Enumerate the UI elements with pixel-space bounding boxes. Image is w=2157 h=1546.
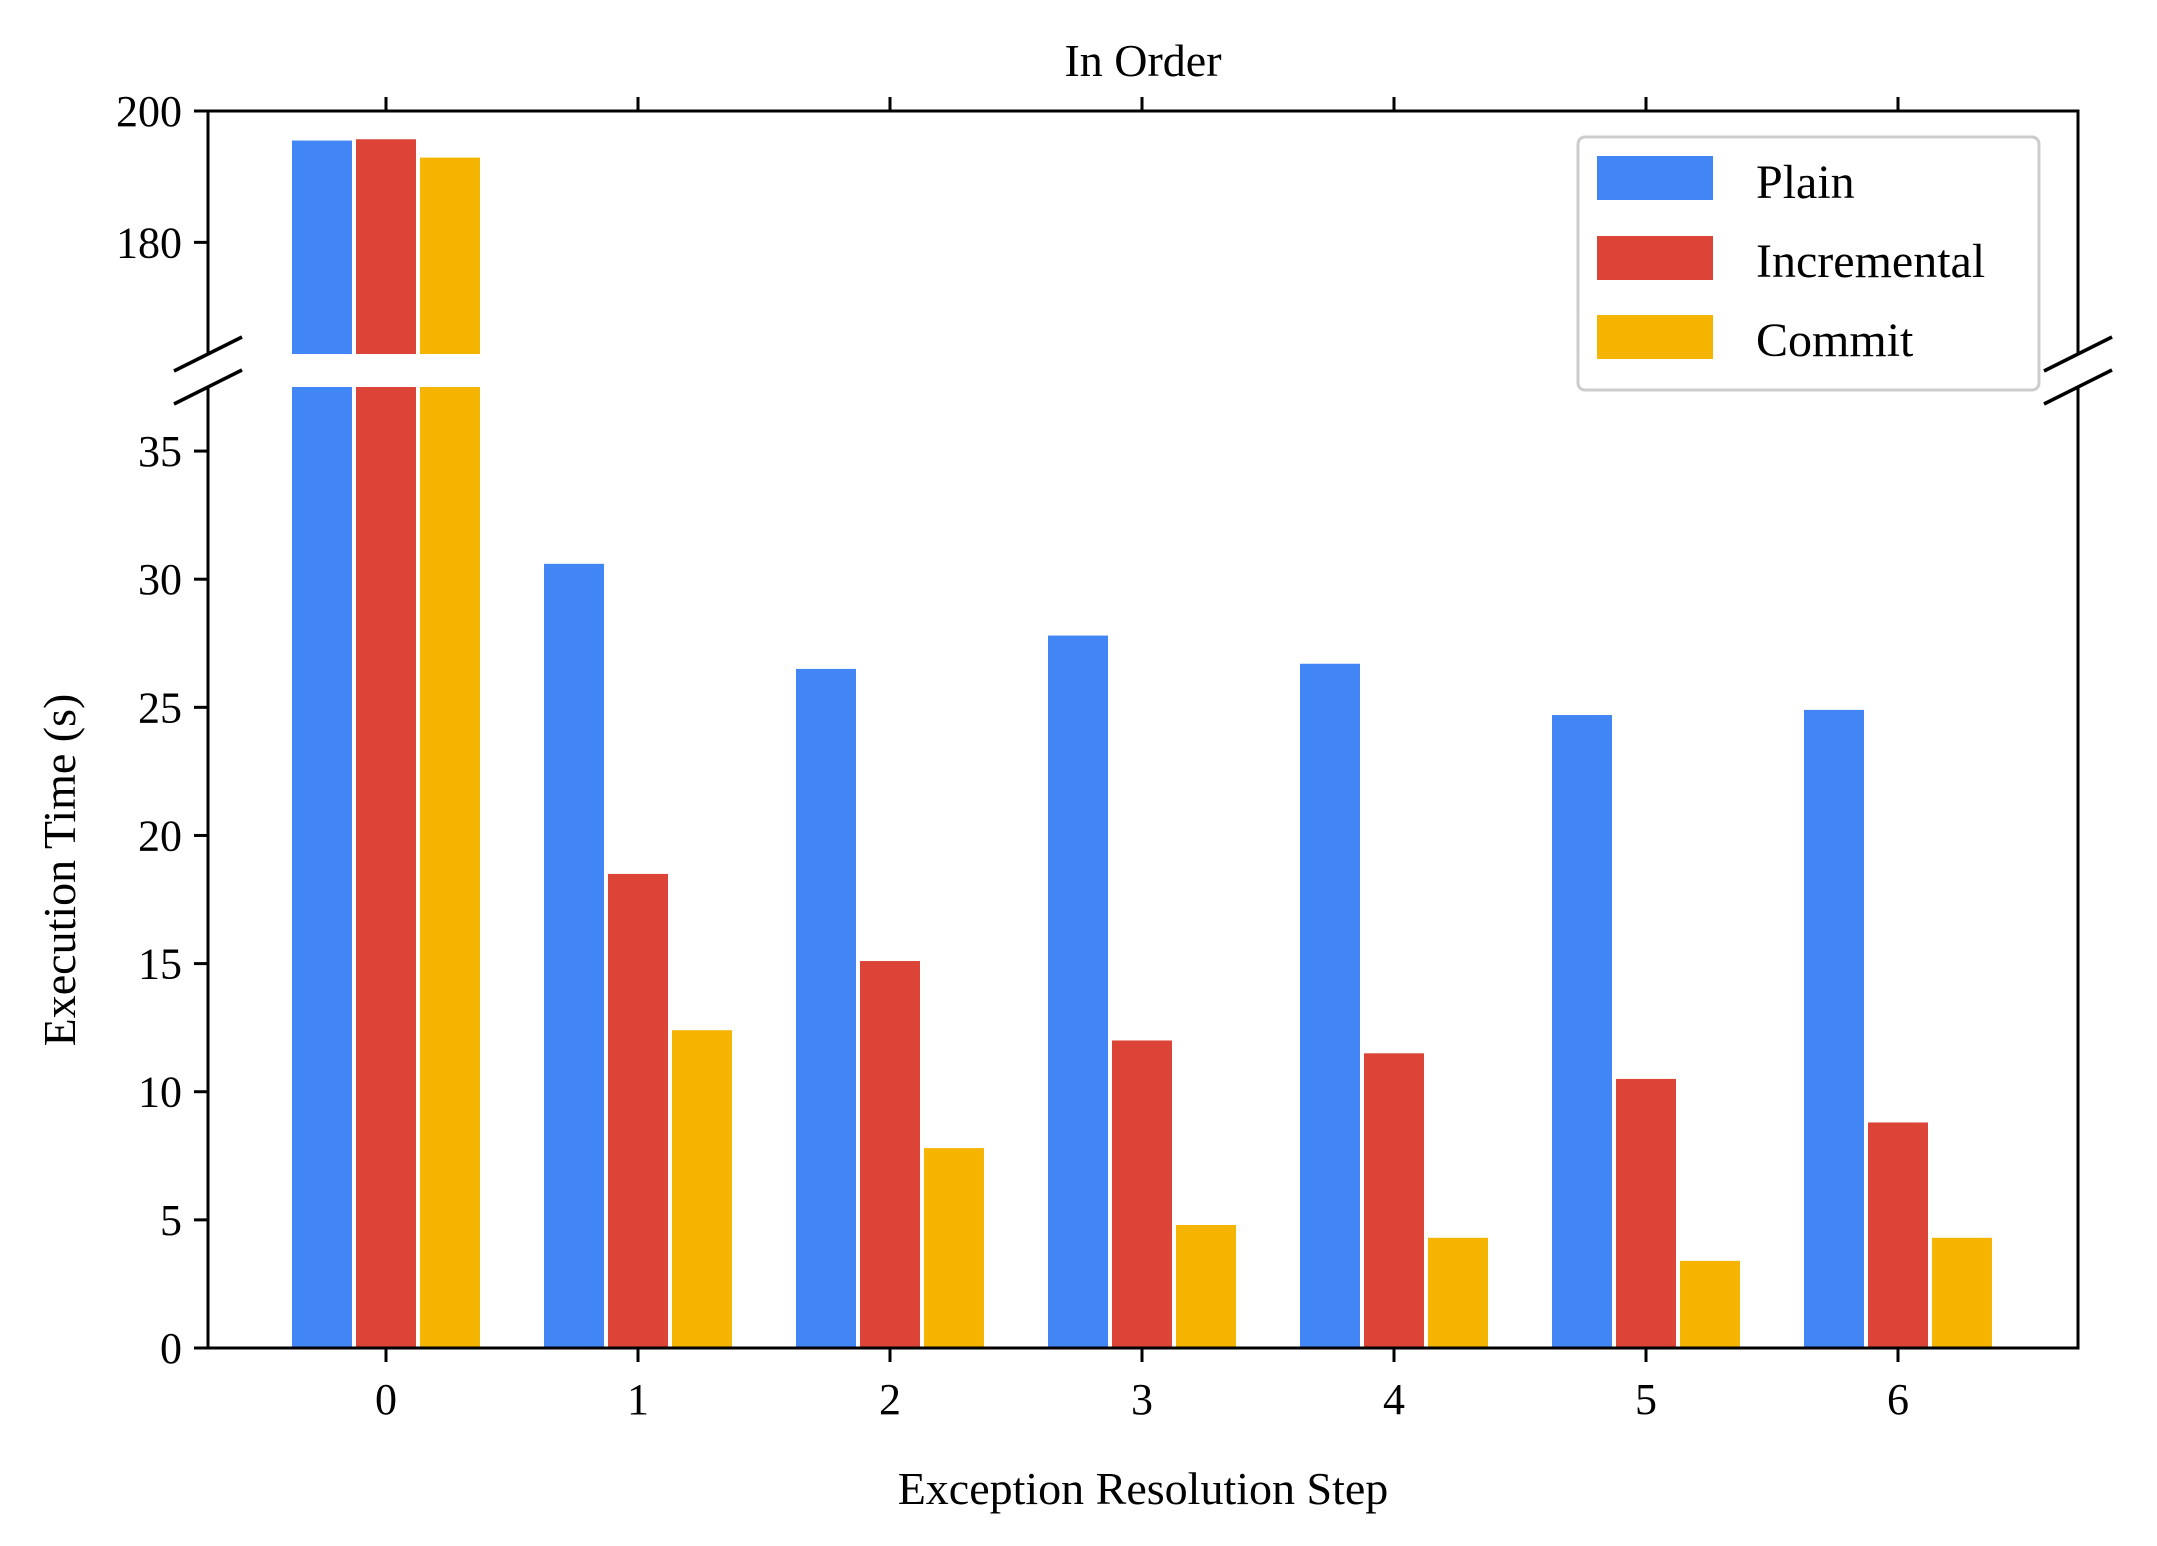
y-tick-label-lower-15: 15 — [138, 940, 182, 989]
lower-panel: 0 5 10 15 20 25 30 35 0 1 2 3 4 5 6 — [138, 387, 2080, 1424]
bar-commit-0-upper — [420, 157, 480, 354]
bar-plain-0-lower — [292, 387, 352, 1348]
legend-label-incremental: Incremental — [1756, 235, 1985, 288]
legend-swatch-incremental — [1597, 236, 1713, 280]
legend-label-commit: Commit — [1756, 314, 1914, 367]
bar-incremental-0-lower — [356, 387, 416, 1348]
legend-swatch-plain — [1597, 156, 1713, 200]
bar-commit-2 — [924, 1148, 984, 1348]
x-axis-label: Exception Resolution Step — [898, 1463, 1389, 1514]
bar-incremental-2 — [860, 961, 920, 1348]
y-tick-label-upper-180: 180 — [116, 218, 182, 267]
y-tick-label-lower-35: 35 — [138, 427, 182, 476]
y-tick-label-lower-20: 20 — [138, 811, 182, 860]
y-tick-label-lower-10: 10 — [138, 1068, 182, 1117]
bar-incremental-4 — [1364, 1053, 1424, 1348]
bar-plain-6 — [1804, 709, 1864, 1348]
bar-incremental-0-upper — [356, 139, 416, 354]
bar-plain-0-upper — [292, 140, 352, 354]
bar-incremental-1 — [608, 873, 668, 1348]
bar-commit-6 — [1932, 1237, 1992, 1348]
legend-swatch-commit — [1597, 315, 1713, 359]
bar-incremental-3 — [1112, 1040, 1172, 1348]
bar-commit-4 — [1428, 1237, 1488, 1348]
bar-commit-1 — [672, 1030, 732, 1348]
legend: Plain Incremental Commit — [1576, 135, 2041, 392]
y-tick-label-lower-30: 30 — [138, 555, 182, 604]
axis-break-marks — [173, 335, 2113, 406]
break-mark-3 — [2043, 368, 2113, 406]
legend-label-plain: Plain — [1756, 156, 1855, 209]
break-mark-0 — [173, 335, 243, 373]
bar-commit-0-lower — [420, 387, 480, 1348]
x-tick-label-3: 3 — [1131, 1375, 1153, 1424]
y-tick-label-lower-5: 5 — [160, 1196, 182, 1245]
upper-panel: 180 200 — [116, 87, 2080, 354]
y-tick-label-lower-25: 25 — [138, 683, 182, 732]
bar-plain-3 — [1048, 635, 1108, 1348]
x-tick-label-1: 1 — [627, 1375, 649, 1424]
chart-title: In Order — [1064, 35, 1221, 86]
x-tick-label-2: 2 — [879, 1375, 901, 1424]
x-tick-label-4: 4 — [1383, 1375, 1405, 1424]
break-mark-1 — [173, 368, 243, 406]
x-tick-label-5: 5 — [1635, 1375, 1657, 1424]
y-tick-label-lower-0: 0 — [160, 1324, 182, 1373]
x-tick-label-6: 6 — [1887, 1375, 1909, 1424]
bar-incremental-5 — [1616, 1078, 1676, 1348]
break-mark-2 — [2043, 335, 2113, 373]
bar-incremental-6 — [1868, 1122, 1928, 1348]
bar-plain-5 — [1552, 715, 1612, 1348]
x-tick-label-0: 0 — [375, 1375, 397, 1424]
y-axis-label: Execution Time (s) — [34, 694, 85, 1047]
bar-plain-1 — [544, 563, 604, 1348]
bar-commit-3 — [1176, 1224, 1236, 1348]
bar-commit-5 — [1680, 1260, 1740, 1348]
bar-plain-4 — [1300, 663, 1360, 1348]
y-tick-label-upper-200: 200 — [116, 87, 182, 136]
bar-plain-2 — [796, 668, 856, 1348]
